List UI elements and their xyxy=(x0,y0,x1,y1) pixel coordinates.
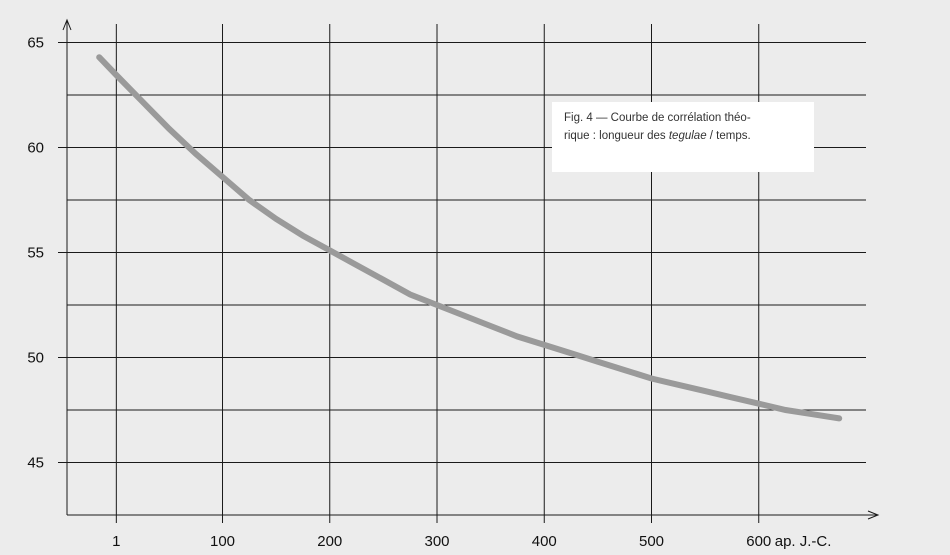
x-tick-label: 600 xyxy=(746,533,771,550)
y-tick-label: 45 xyxy=(27,455,44,472)
x-tick-label: 100 xyxy=(210,533,235,550)
x-unit-label: ap. J.-C. xyxy=(775,533,832,550)
x-tick-label: 200 xyxy=(317,533,342,550)
y-axis-arrow xyxy=(62,18,72,31)
vertical-gridlines xyxy=(115,24,760,523)
axes xyxy=(62,18,880,520)
caption-line-2: rique : longueur des tegulae / temps. xyxy=(564,127,805,145)
x-axis-arrow xyxy=(867,510,880,520)
x-tick-label: 1 xyxy=(112,533,120,550)
y-tick-labels: 45 50 55 60 65 xyxy=(27,35,44,472)
caption-line-2-start: rique : longueur des xyxy=(564,130,669,142)
x-tick-labels: 1 100 200 300 400 500 600 ap. J.-C. xyxy=(112,533,831,550)
figure-caption: Fig. 4 — Courbe de corrélation théo- riq… xyxy=(552,102,814,172)
y-tick-label: 65 xyxy=(27,35,44,52)
caption-italic-term: tegulae xyxy=(668,130,707,142)
x-tick-label: 400 xyxy=(532,533,557,550)
correlation-curve xyxy=(96,54,843,422)
y-tick-label: 50 xyxy=(27,350,44,367)
caption-line-1: Fig. 4 — Courbe de corrélation théo- xyxy=(564,112,751,124)
y-tick-label: 60 xyxy=(27,140,44,157)
caption-line-2-end: / temps. xyxy=(706,130,751,142)
y-tick-label: 55 xyxy=(27,245,44,262)
x-tick-label: 500 xyxy=(639,533,664,550)
x-tick-label: 300 xyxy=(424,533,449,550)
